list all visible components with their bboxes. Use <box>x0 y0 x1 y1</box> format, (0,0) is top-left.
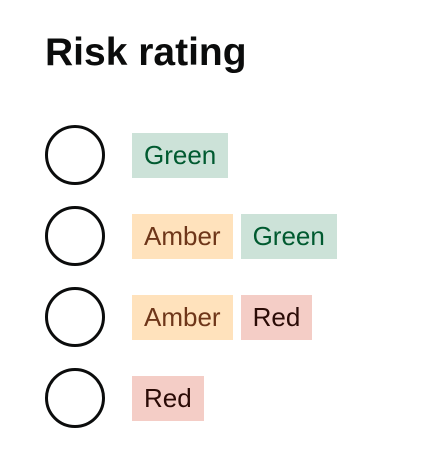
risk-rating-radios: Green Amber Green Amber Red Red <box>45 125 405 428</box>
status-tag-green: Green <box>240 213 337 259</box>
tag-group: Amber Red <box>132 294 320 340</box>
risk-option-red[interactable]: Red <box>45 368 405 428</box>
tag-group: Red <box>132 375 212 421</box>
status-tag-red: Red <box>240 294 313 340</box>
status-tag-green: Green <box>132 132 229 178</box>
risk-option-green[interactable]: Green <box>45 125 405 185</box>
risk-option-amber-green[interactable]: Amber Green <box>45 206 405 266</box>
risk-rating-fieldset: Risk rating Green Amber Green Amber Red <box>45 30 405 449</box>
status-tag-red: Red <box>132 375 204 421</box>
tag-group: Amber Green <box>132 213 345 259</box>
radio-button[interactable] <box>45 125 105 185</box>
risk-option-amber-red[interactable]: Amber Red <box>45 287 405 347</box>
page-title: Risk rating <box>45 31 247 74</box>
status-tag-amber: Amber <box>132 213 233 259</box>
radio-button[interactable] <box>45 368 105 428</box>
tag-group: Green <box>132 132 236 178</box>
radio-button[interactable] <box>45 206 105 266</box>
status-tag-amber: Amber <box>132 294 233 340</box>
radio-button[interactable] <box>45 287 105 347</box>
